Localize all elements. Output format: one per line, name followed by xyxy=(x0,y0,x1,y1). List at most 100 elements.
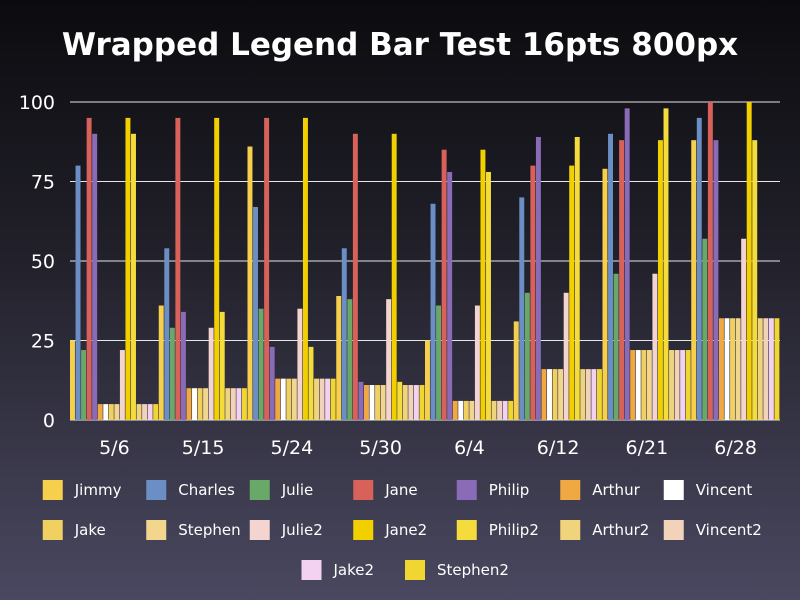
bar xyxy=(402,385,408,420)
bar xyxy=(347,299,353,420)
bar xyxy=(768,318,774,420)
bar xyxy=(746,102,752,420)
legend-item[interactable]: Philip2 xyxy=(456,520,539,540)
legend-swatch xyxy=(663,520,684,540)
bar xyxy=(108,404,114,420)
bar xyxy=(530,165,536,420)
bar xyxy=(619,140,625,420)
y-tick-label: 100 xyxy=(19,92,55,114)
bar xyxy=(286,378,292,420)
legend-item[interactable]: Vincent xyxy=(663,480,753,500)
bar xyxy=(192,388,197,420)
bar xyxy=(724,318,730,420)
bar xyxy=(524,292,530,420)
bar xyxy=(458,400,464,420)
bar xyxy=(674,350,680,420)
bar xyxy=(519,197,525,420)
bar xyxy=(380,385,386,420)
bar xyxy=(741,238,747,420)
bar xyxy=(397,381,403,420)
bar xyxy=(730,318,736,420)
x-tick-label: 5/30 xyxy=(359,437,402,459)
legend-swatch xyxy=(456,480,477,500)
legend-label: Vincent xyxy=(696,481,753,499)
bar xyxy=(314,378,320,420)
legend: Jimmy Charles Julie Jane Philip Arthur Vincent… xyxy=(42,480,762,580)
legend-label: Jake xyxy=(74,521,106,539)
legend-item[interactable]: Stephen2 xyxy=(405,560,509,580)
bar xyxy=(230,388,236,420)
bar xyxy=(81,350,87,420)
bar xyxy=(646,350,652,420)
legend-label: Jane xyxy=(384,481,417,499)
bar xyxy=(602,168,608,420)
legend-label: Julie xyxy=(281,481,314,499)
bar xyxy=(325,378,331,420)
legend-item[interactable]: Jane2 xyxy=(353,520,427,540)
bar xyxy=(225,388,231,420)
legend-label: Philip xyxy=(489,481,530,499)
bar xyxy=(596,369,602,420)
y-tick-label: 75 xyxy=(31,172,55,194)
legend-item[interactable]: Charles xyxy=(146,480,235,500)
bar xyxy=(413,385,419,420)
bar xyxy=(419,385,425,420)
bar xyxy=(169,327,175,420)
legend-swatch xyxy=(456,520,477,540)
legend-item[interactable]: Julie xyxy=(249,480,314,500)
bar xyxy=(713,140,719,420)
bar xyxy=(70,340,75,420)
bar xyxy=(447,171,453,420)
legend-label: Arthur2 xyxy=(592,521,649,539)
bar xyxy=(131,133,136,421)
legend-label: Vincent2 xyxy=(696,521,762,539)
bar xyxy=(425,340,430,420)
bar xyxy=(441,149,447,420)
legend-item[interactable]: Jake xyxy=(42,520,106,540)
bar xyxy=(613,273,619,420)
bar xyxy=(175,117,181,421)
bar xyxy=(652,273,658,420)
y-tick-label: 50 xyxy=(31,251,55,273)
bar xyxy=(308,346,314,420)
legend-item[interactable]: Philip xyxy=(456,480,530,500)
x-tick-label: 5/24 xyxy=(271,437,314,459)
bar xyxy=(291,378,297,420)
legend-item[interactable]: Jane xyxy=(353,480,418,500)
bar xyxy=(86,117,92,421)
legend-item[interactable]: Jake2 xyxy=(301,560,375,580)
bar xyxy=(641,350,647,420)
bar xyxy=(369,385,375,420)
bar xyxy=(142,404,148,420)
legend-item[interactable]: Julie2 xyxy=(249,520,323,540)
x-tick-label: 5/15 xyxy=(182,437,225,459)
legend-label: Stephen2 xyxy=(437,561,509,579)
bar xyxy=(580,369,586,420)
bar xyxy=(691,140,697,420)
legend-item[interactable]: Stephen xyxy=(146,520,241,540)
legend-item[interactable]: Vincent2 xyxy=(663,520,762,540)
bars xyxy=(70,102,780,421)
legend-swatch xyxy=(405,560,425,580)
x-tick-label: 6/21 xyxy=(626,437,669,459)
bar xyxy=(569,165,575,420)
legend-item[interactable]: Arthur2 xyxy=(560,520,649,540)
bar xyxy=(280,378,286,420)
legend-item[interactable]: Jimmy xyxy=(42,480,122,500)
bar xyxy=(669,350,675,420)
y-axis-ticks: 0 25 50 75 100 xyxy=(19,92,55,432)
bar xyxy=(552,369,558,420)
bar xyxy=(330,378,336,420)
bar xyxy=(558,369,564,420)
bar xyxy=(352,133,358,421)
bar xyxy=(563,292,569,420)
bar xyxy=(391,133,397,421)
bar xyxy=(408,385,414,420)
x-tick-label: 6/28 xyxy=(714,437,757,459)
legend-swatch xyxy=(42,480,63,500)
bar xyxy=(657,140,663,420)
legend-label: Jane2 xyxy=(384,521,427,539)
bar xyxy=(480,149,486,420)
bar xyxy=(680,350,686,420)
legend-item[interactable]: Arthur xyxy=(560,480,641,500)
